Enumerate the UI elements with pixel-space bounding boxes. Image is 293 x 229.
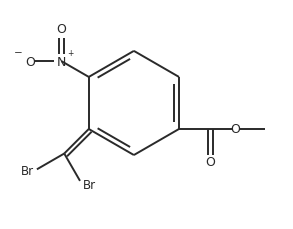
Text: O: O (230, 123, 240, 136)
Text: Br: Br (21, 165, 34, 178)
Text: O: O (206, 155, 215, 168)
Text: +: + (67, 49, 73, 58)
Text: Br: Br (83, 178, 96, 191)
Text: O: O (57, 23, 67, 36)
Text: −: − (14, 47, 23, 57)
Text: N: N (57, 55, 66, 68)
Text: O: O (26, 55, 36, 68)
